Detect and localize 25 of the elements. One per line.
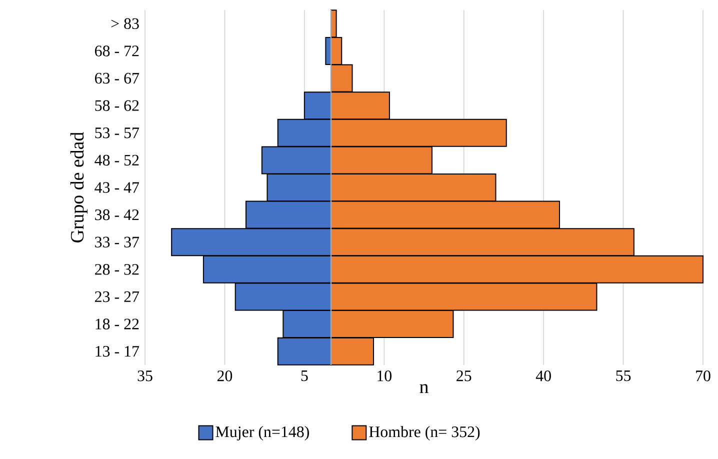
y-tick-label: 63 - 67 <box>95 72 140 84</box>
y-tick-label: 68 - 72 <box>95 46 139 56</box>
y-tick-label: 18 - 22 <box>96 318 139 330</box>
x-tick-label: 20 <box>217 370 232 382</box>
y-axis-title: Grupo de edad <box>70 132 88 242</box>
y-tick-label: 53 - 57 <box>95 128 140 138</box>
y-tick-label: 43 - 47 <box>94 182 140 193</box>
legend-label: Mujer (n=148) <box>216 426 309 440</box>
y-tick-label: 48 - 52 <box>94 154 139 166</box>
y-tick-label: 33 - 37 <box>95 236 140 248</box>
x-tick-label: 40 <box>536 370 551 382</box>
x-tick-label: 5 <box>301 370 308 382</box>
y-tick-label: 38 - 42 <box>95 209 139 220</box>
y-tick-label: 13 - 17 <box>96 346 140 357</box>
x-tick-label: 25 <box>456 370 472 382</box>
x-tick-label: 35 <box>138 370 152 382</box>
x-tick-label: 55 <box>616 370 631 382</box>
y-tick-label: 28 - 32 <box>95 264 139 275</box>
x-tick-label: 70 <box>696 370 710 382</box>
y-tick-label: > 83 <box>111 18 139 30</box>
x-axis-title: n <box>420 384 428 394</box>
y-tick-label: 23 - 27 <box>95 291 140 302</box>
legend-label: Hombre (n= 352) <box>369 426 480 440</box>
x-tick-label: 10 <box>378 370 392 382</box>
y-tick-label: 58 - 62 <box>95 100 139 111</box>
